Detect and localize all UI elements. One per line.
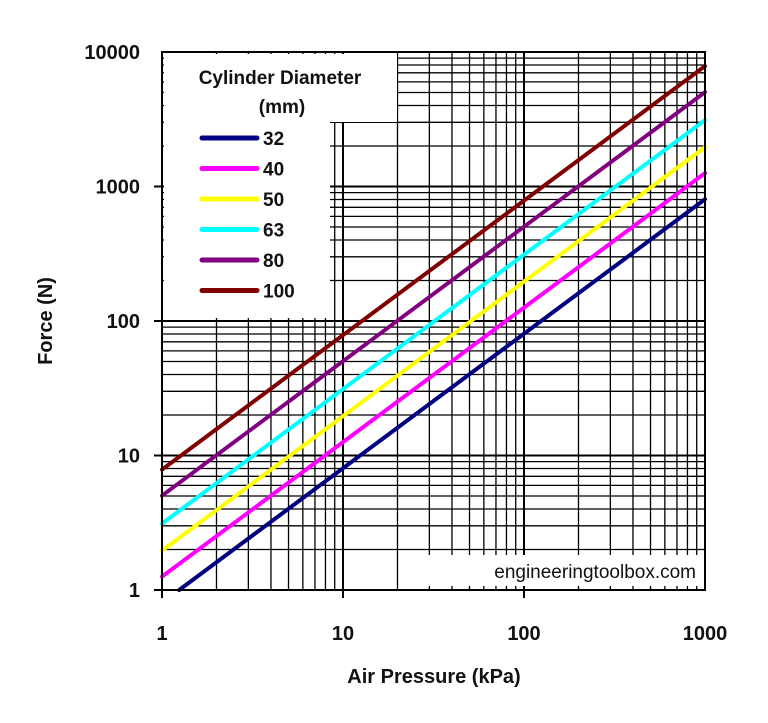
series-line-50 bbox=[160, 145, 707, 553]
legend: Cylinder Diameter (mm) 32 40 50 63 80 100 bbox=[199, 68, 362, 303]
x-tick-label: 1 bbox=[156, 623, 167, 645]
series-lines bbox=[160, 64, 707, 592]
series-line-40 bbox=[160, 171, 707, 579]
legend-label-80: 80 bbox=[263, 251, 284, 272]
y-tick-label: 1000 bbox=[96, 177, 141, 199]
series-line-100 bbox=[160, 64, 707, 472]
y-tick-label: 10 bbox=[118, 446, 140, 468]
x-tick-label: 100 bbox=[507, 623, 540, 645]
y-axis-label: Force (N) bbox=[35, 277, 57, 365]
legend-background bbox=[164, 54, 397, 318]
legend-label-40: 40 bbox=[263, 160, 284, 181]
legend-title: Cylinder Diameter bbox=[199, 68, 362, 89]
y-tick-label: 10000 bbox=[84, 42, 140, 64]
legend-label-50: 50 bbox=[263, 190, 284, 211]
watermark-background bbox=[418, 555, 698, 586]
watermark: engineeringtoolbox.com bbox=[494, 562, 696, 583]
legend-label-100: 100 bbox=[263, 282, 295, 303]
legend-title-unit: (mm) bbox=[259, 97, 305, 118]
x-tick-label: 1000 bbox=[683, 623, 728, 645]
legend-label-63: 63 bbox=[263, 221, 284, 242]
series-line-63 bbox=[160, 118, 707, 526]
plot-frame bbox=[161, 51, 706, 591]
x-axis-label: Air Pressure (kPa) bbox=[347, 666, 520, 688]
y-tick-label: 100 bbox=[107, 311, 140, 333]
series-line-80 bbox=[160, 90, 707, 498]
series-line-32 bbox=[177, 197, 707, 592]
tick-labels: 1 10 100 1000 1 10 100 1000 10000 bbox=[84, 42, 727, 645]
legend-label-32: 32 bbox=[263, 129, 284, 150]
x-tick-label: 10 bbox=[332, 623, 354, 645]
y-tick-label: 1 bbox=[129, 580, 140, 602]
